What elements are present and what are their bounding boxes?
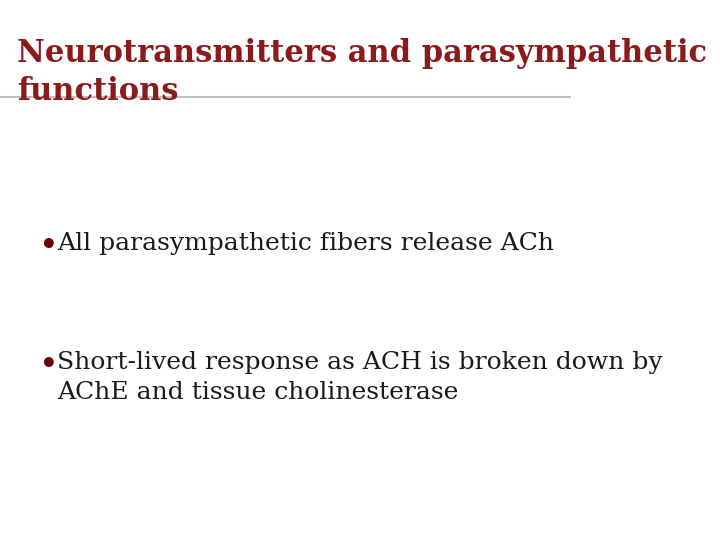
Text: •: • — [40, 232, 58, 259]
Text: All parasympathetic fibers release ACh: All parasympathetic fibers release ACh — [57, 232, 554, 255]
Text: Neurotransmitters and parasympathetic
functions: Neurotransmitters and parasympathetic fu… — [17, 38, 707, 107]
Text: Short-lived response as ACH is broken down by
AChE and tissue cholinesterase: Short-lived response as ACH is broken do… — [57, 351, 662, 404]
Text: •: • — [40, 351, 58, 378]
